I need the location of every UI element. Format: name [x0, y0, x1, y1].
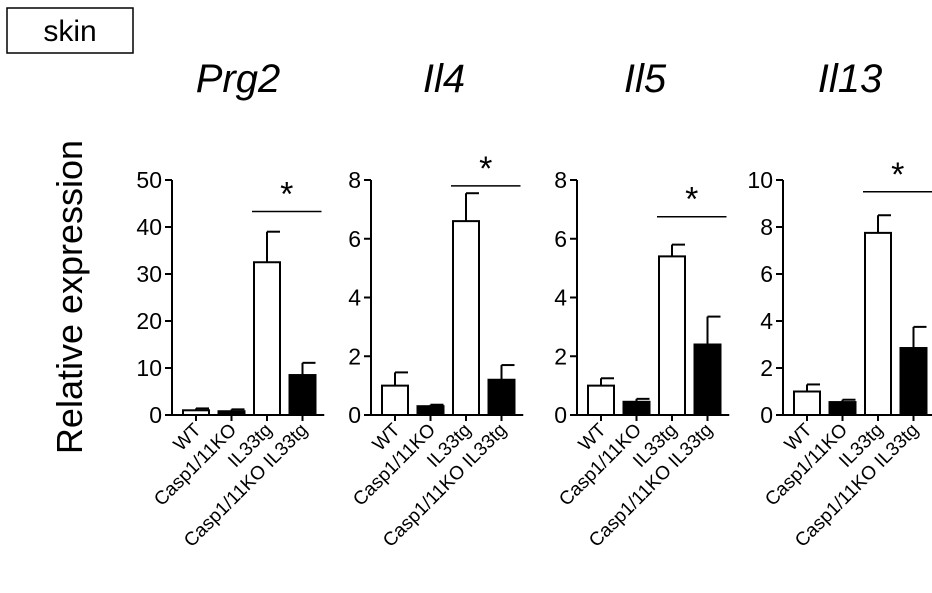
tissue-label-frame	[6, 7, 134, 54]
y-tick-label: 40	[136, 214, 162, 240]
significance-star: *	[685, 181, 698, 219]
tissue-label-box: skin	[6, 7, 134, 54]
y-tick-label: 4	[348, 285, 361, 311]
bar-casp1-11ko	[828, 401, 857, 417]
bar-casp1-11ko-il33tg	[288, 374, 317, 416]
bar-il33tg	[864, 231, 892, 416]
y-tick-label: 50	[136, 167, 162, 193]
panel-prg2: Prg201020304050WTCasp1/11KOIL33tgCasp1/1…	[136, 57, 325, 552]
y-tick-label: 8	[348, 167, 361, 193]
bar-casp1-11ko-il33tg	[693, 343, 722, 416]
y-tick-label: 10	[136, 355, 162, 381]
panel-title: Il13	[818, 57, 883, 101]
y-tick-label: 6	[348, 226, 361, 252]
significance-star: *	[280, 175, 293, 213]
panel-title: Il5	[624, 57, 667, 101]
chart-panels: Prg201020304050WTCasp1/11KOIL33tgCasp1/1…	[136, 57, 932, 552]
bar-casp1-11ko	[416, 405, 445, 416]
bar-wt	[793, 390, 821, 416]
y-tick-label: 10	[747, 167, 773, 193]
bar-wt	[381, 384, 409, 416]
significance-star: *	[891, 156, 904, 194]
panel-title: Il4	[423, 57, 465, 101]
y-tick-label: 6	[554, 226, 567, 252]
bar-il33tg	[658, 255, 686, 416]
y-tick-label: 4	[554, 285, 567, 311]
y-axis-label: Relative expression	[49, 140, 90, 454]
bar-wt	[182, 409, 210, 416]
y-tick-label: 6	[760, 261, 773, 287]
y-tick-label: 0	[554, 402, 567, 428]
y-tick-label: 0	[149, 402, 162, 428]
y-tick-label: 2	[348, 343, 361, 369]
panel-il13: Il130246810WTCasp1/11KOIL33tgCasp1/11KO …	[747, 57, 932, 552]
significance-star: *	[479, 150, 492, 188]
y-tick-label: 8	[760, 214, 773, 240]
y-tick-label: 30	[136, 261, 162, 287]
panel-title: Prg2	[196, 57, 281, 101]
bar-casp1-11ko	[622, 400, 651, 416]
bar-il33tg	[253, 261, 281, 416]
bar-casp1-11ko	[217, 410, 246, 416]
y-tick-label: 0	[348, 402, 361, 428]
y-tick-label: 2	[760, 355, 773, 381]
y-tick-label: 2	[554, 343, 567, 369]
y-tick-label: 8	[554, 167, 567, 193]
y-tick-label: 4	[760, 308, 773, 334]
bar-wt	[587, 384, 615, 416]
y-tick-label: 20	[136, 308, 162, 334]
bar-casp1-11ko-il33tg	[899, 347, 928, 416]
y-tick-label: 0	[760, 402, 773, 428]
bar-il33tg	[452, 220, 480, 416]
bar-casp1-11ko-il33tg	[487, 378, 516, 416]
tissue-label: skin	[43, 15, 96, 48]
